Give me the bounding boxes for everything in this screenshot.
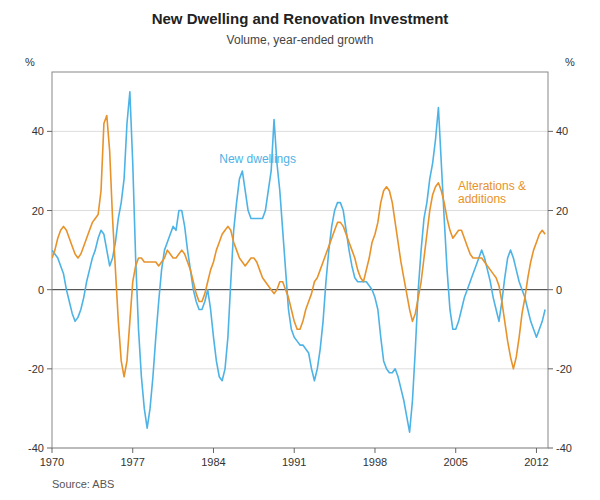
plot-frame bbox=[52, 72, 548, 448]
y-tick bbox=[47, 448, 52, 449]
y-tick-label: -20 bbox=[28, 363, 44, 375]
chart: New Dwelling and Renovation Investment Vo… bbox=[0, 0, 600, 500]
grid-line bbox=[52, 210, 548, 211]
y2-tick bbox=[548, 448, 553, 449]
y-tick-label: 20 bbox=[32, 205, 44, 217]
y2-tick bbox=[548, 210, 553, 211]
series-line bbox=[52, 92, 545, 432]
x-tick bbox=[455, 448, 456, 453]
zero-line bbox=[52, 289, 548, 290]
y-tick bbox=[47, 289, 52, 290]
x-tick bbox=[213, 448, 214, 453]
annotations: New dwellings Alterations &additions bbox=[219, 152, 526, 206]
x-tick-label: 1977 bbox=[121, 456, 145, 468]
axes: 1970 1977 1984 1991 1998 2005 2012 -40 -20 0 20 40 -… bbox=[28, 125, 572, 468]
x-tick bbox=[294, 448, 295, 453]
x-tick-label: 1984 bbox=[201, 456, 225, 468]
y2-tick-label: 0 bbox=[556, 284, 562, 296]
y-tick-label: -40 bbox=[28, 442, 44, 454]
x-tick-label: 2012 bbox=[524, 456, 548, 468]
source: Source: ABS bbox=[52, 478, 114, 490]
x-tick bbox=[374, 448, 375, 453]
grid bbox=[52, 131, 548, 448]
y-tick-label: 40 bbox=[32, 125, 44, 137]
y2-tick-label: -40 bbox=[556, 442, 572, 454]
x-tick bbox=[52, 448, 53, 453]
title: New Dwelling and Renovation Investment bbox=[152, 10, 449, 27]
x-tick bbox=[536, 448, 537, 453]
series-line bbox=[52, 116, 545, 377]
y-tick bbox=[47, 368, 52, 369]
annotation: Alterations &additions bbox=[458, 179, 526, 206]
y-tick bbox=[47, 131, 52, 132]
y2-tick bbox=[548, 131, 553, 132]
x-tick-label: 1970 bbox=[40, 456, 64, 468]
y2-tick-label: -20 bbox=[556, 363, 572, 375]
y2-tick bbox=[548, 368, 553, 369]
x-tick bbox=[132, 448, 133, 453]
subtitle: Volume, year-ended growth bbox=[227, 33, 374, 47]
y2-tick-label: 20 bbox=[556, 205, 568, 217]
series-group bbox=[52, 92, 545, 432]
x-tick-label: 1991 bbox=[282, 456, 306, 468]
y-tick-label: 0 bbox=[38, 284, 44, 296]
y2-tick-label: 40 bbox=[556, 125, 568, 137]
annotation: New dwellings bbox=[219, 152, 296, 166]
y-tick bbox=[47, 210, 52, 211]
y2-tick bbox=[548, 289, 553, 290]
x-tick-label: 1998 bbox=[363, 456, 387, 468]
y-axis-label: % bbox=[25, 56, 35, 68]
x-tick-label: 2005 bbox=[443, 456, 467, 468]
y2-axis-label: % bbox=[565, 56, 575, 68]
